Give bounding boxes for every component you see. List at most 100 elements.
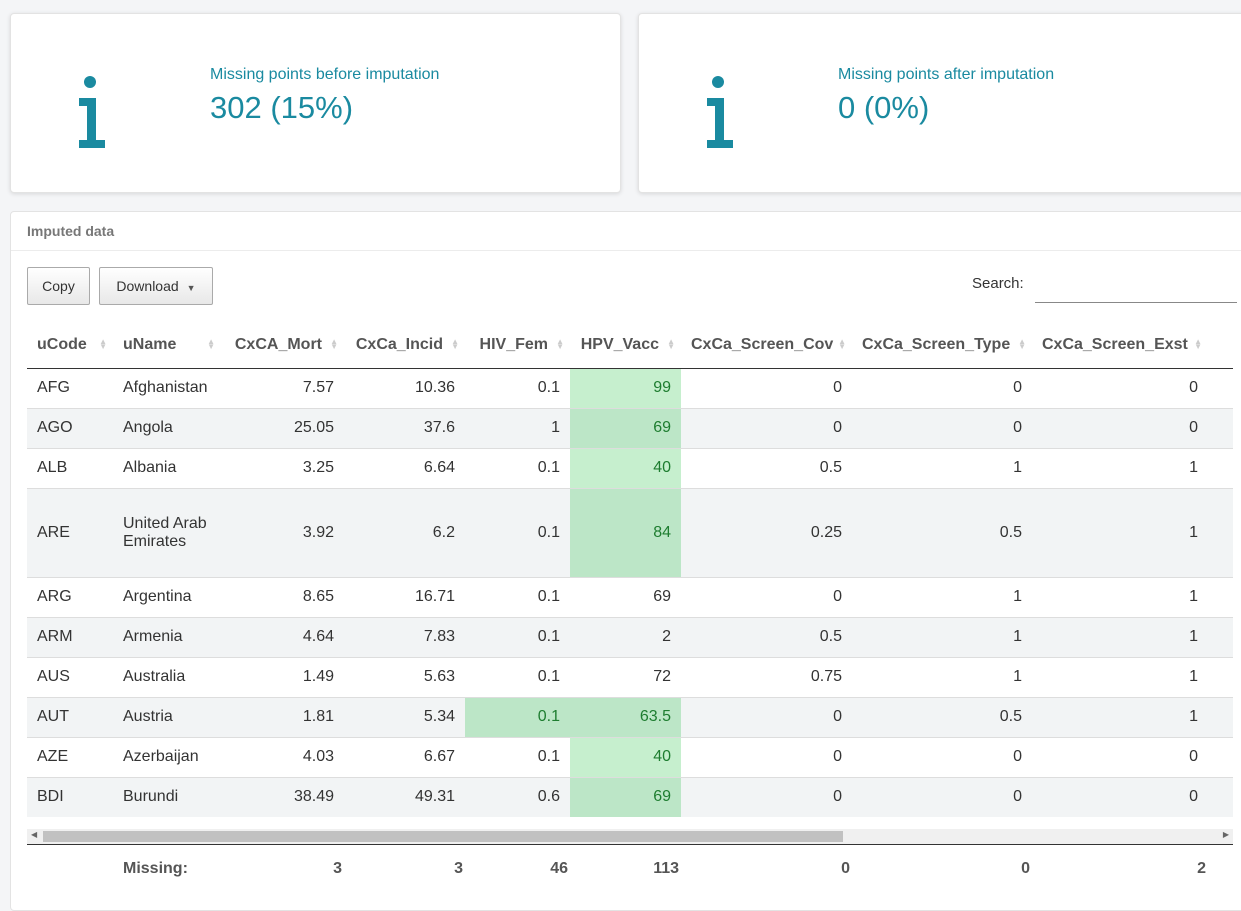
footer-value: 0 [841, 860, 850, 877]
scroll-left-icon[interactable]: ◀ [31, 830, 38, 839]
column-header-cxca-incid[interactable]: CxCa_Incid ▲ ▼ [344, 322, 465, 369]
table-cell: Afghanistan [113, 367, 221, 408]
table-cell: ARE [27, 487, 113, 577]
table-cell: 0 [1032, 776, 1208, 817]
column-header-label: HIV_Fem [479, 335, 548, 353]
search-input[interactable] [1035, 272, 1237, 303]
table-row: BDI Burundi 38.49 49.31 0.6 69 0 0 0 [27, 776, 1233, 817]
footer-value: 0 [1021, 860, 1030, 877]
column-header-label: uCode [37, 335, 87, 353]
table-cell: Australia [113, 656, 221, 697]
table-cell: 2 [570, 616, 681, 657]
column-header-label: CxCa_Screen_Type [862, 335, 1011, 353]
info-title: Missing points before imputation [210, 66, 440, 83]
sort-icon: ▲ ▼ [556, 337, 564, 351]
info-title: Missing points after imputation [838, 66, 1055, 83]
column-header-cxca-mort[interactable]: CxCA_Mort ▲ ▼ [221, 322, 344, 369]
table-cell: 0.1 [465, 696, 570, 737]
column-header-label: CxCa_Screen_Exst [1042, 335, 1188, 353]
column-header-ucode[interactable]: uCode ▲ ▼ [27, 322, 113, 369]
horizontal-scrollbar[interactable]: ◀ ▶ [27, 829, 1233, 844]
table-row: ARE United Arab Emirates 3.92 6.2 0.1 84 0.25 0… [27, 487, 1233, 577]
table-cell: 1 [852, 616, 1032, 657]
table-cell: 0.6 [465, 776, 570, 817]
footer-label: Missing: [123, 860, 188, 877]
sort-icon: ▲ ▼ [207, 337, 215, 351]
table-cell: Armenia [113, 616, 221, 657]
column-header-cxca-screen-exst[interactable]: CxCa_Screen_Exst ▲ ▼ [1032, 322, 1208, 369]
table-row: ARM Armenia 4.64 7.83 0.1 2 0.5 1 1 [27, 616, 1233, 657]
table-cell: 0 [681, 576, 852, 617]
info-value: 302 (15%) [210, 90, 354, 125]
table-cell: 63.5 [570, 696, 681, 737]
column-header-hpv-vacc[interactable]: HPV_Vacc ▲ ▼ [570, 322, 681, 369]
column-header-cxca-screen-type[interactable]: CxCa_Screen_Type ▲ ▼ [852, 322, 1032, 369]
column-header-uname[interactable]: uName ▲ ▼ [113, 322, 221, 369]
table-cell: Argentina [113, 576, 221, 617]
table-cell [1208, 447, 1233, 488]
table-cell: 0.1 [465, 656, 570, 697]
table-cell: 25.05 [221, 407, 344, 448]
table-cell: 0 [1032, 736, 1208, 777]
table-cell: 0.75 [681, 656, 852, 697]
table-cell: 99 [570, 367, 681, 408]
sort-icon: ▲ ▼ [667, 337, 675, 351]
table-cell: AZE [27, 736, 113, 777]
footer-value: 3 [454, 860, 463, 877]
table-cell: 40 [570, 736, 681, 777]
table-cell [1208, 696, 1233, 737]
sort-icon: ▲ ▼ [838, 337, 846, 351]
table-cell [1208, 736, 1233, 777]
table-cell: 3.25 [221, 447, 344, 488]
table-cell [1208, 576, 1233, 617]
data-table: uCode ▲ ▼ uName ▲ ▼ CxCA_Mort ▲ ▼ CxCa_Incid ▲ ▼ HIV… [27, 322, 1233, 817]
column-header-label: CxCa_Incid [355, 335, 443, 353]
footer-value: 2 [1197, 860, 1206, 877]
table-cell: ARM [27, 616, 113, 657]
sort-icon: ▲ ▼ [330, 337, 338, 351]
table-cell: 0 [852, 367, 1032, 408]
download-button[interactable]: Download ▼ [99, 267, 213, 305]
table-cell: BDI [27, 776, 113, 817]
table-cell: 0 [681, 776, 852, 817]
table-cell: 0 [681, 696, 852, 737]
column-header-ca[interactable]: Ca [1208, 322, 1233, 369]
scrollbar-thumb[interactable] [43, 831, 843, 842]
table-cell: 0 [681, 736, 852, 777]
table-cell: AUT [27, 696, 113, 737]
table-cell: AGO [27, 407, 113, 448]
table-cell: 37.6 [344, 407, 465, 448]
table-cell: 8.65 [221, 576, 344, 617]
search-label: Search: [972, 275, 1024, 292]
table-cell: 0 [681, 367, 852, 408]
table-cell: 6.2 [344, 487, 465, 577]
table-cell [1208, 367, 1233, 408]
table-cell: 6.67 [344, 736, 465, 777]
copy-button[interactable]: Copy [27, 267, 90, 305]
sort-icon: ▲ ▼ [451, 337, 459, 351]
table-cell: 0 [852, 407, 1032, 448]
table-cell: 0.1 [465, 736, 570, 777]
sort-icon: ▲ ▼ [99, 337, 107, 351]
table-cell: 0.1 [465, 616, 570, 657]
table-cell: 0 [852, 776, 1032, 817]
table-cell: AFG [27, 367, 113, 408]
column-header-label: HPV_Vacc [580, 335, 659, 353]
table-cell [1208, 407, 1233, 448]
column-header-cxca-screen-cov[interactable]: CxCa_Screen_Cov ▲ ▼ [681, 322, 852, 369]
column-header-label: CxCA_Mort [234, 335, 322, 353]
table-cell: 49.31 [344, 776, 465, 817]
table-cell: Burundi [113, 776, 221, 817]
table-cell [1208, 616, 1233, 657]
table-cell: 1 [1032, 576, 1208, 617]
table-row: AUS Australia 1.49 5.63 0.1 72 0.75 1 1 [27, 656, 1233, 697]
table-scroll-area: uCode ▲ ▼ uName ▲ ▼ CxCA_Mort ▲ ▼ CxCa_Incid ▲ ▼ HIV… [27, 322, 1233, 817]
table-row: ALB Albania 3.25 6.64 0.1 40 0.5 1 1 [27, 447, 1233, 488]
scroll-right-icon[interactable]: ▶ [1222, 830, 1229, 839]
table-cell: 1 [1032, 616, 1208, 657]
info-icon [79, 76, 105, 148]
table-cell: 0 [1032, 367, 1208, 408]
column-header-hiv-fem[interactable]: HIV_Fem ▲ ▼ [465, 322, 570, 369]
table-cell: United Arab Emirates [113, 487, 221, 577]
table-cell: 16.71 [344, 576, 465, 617]
